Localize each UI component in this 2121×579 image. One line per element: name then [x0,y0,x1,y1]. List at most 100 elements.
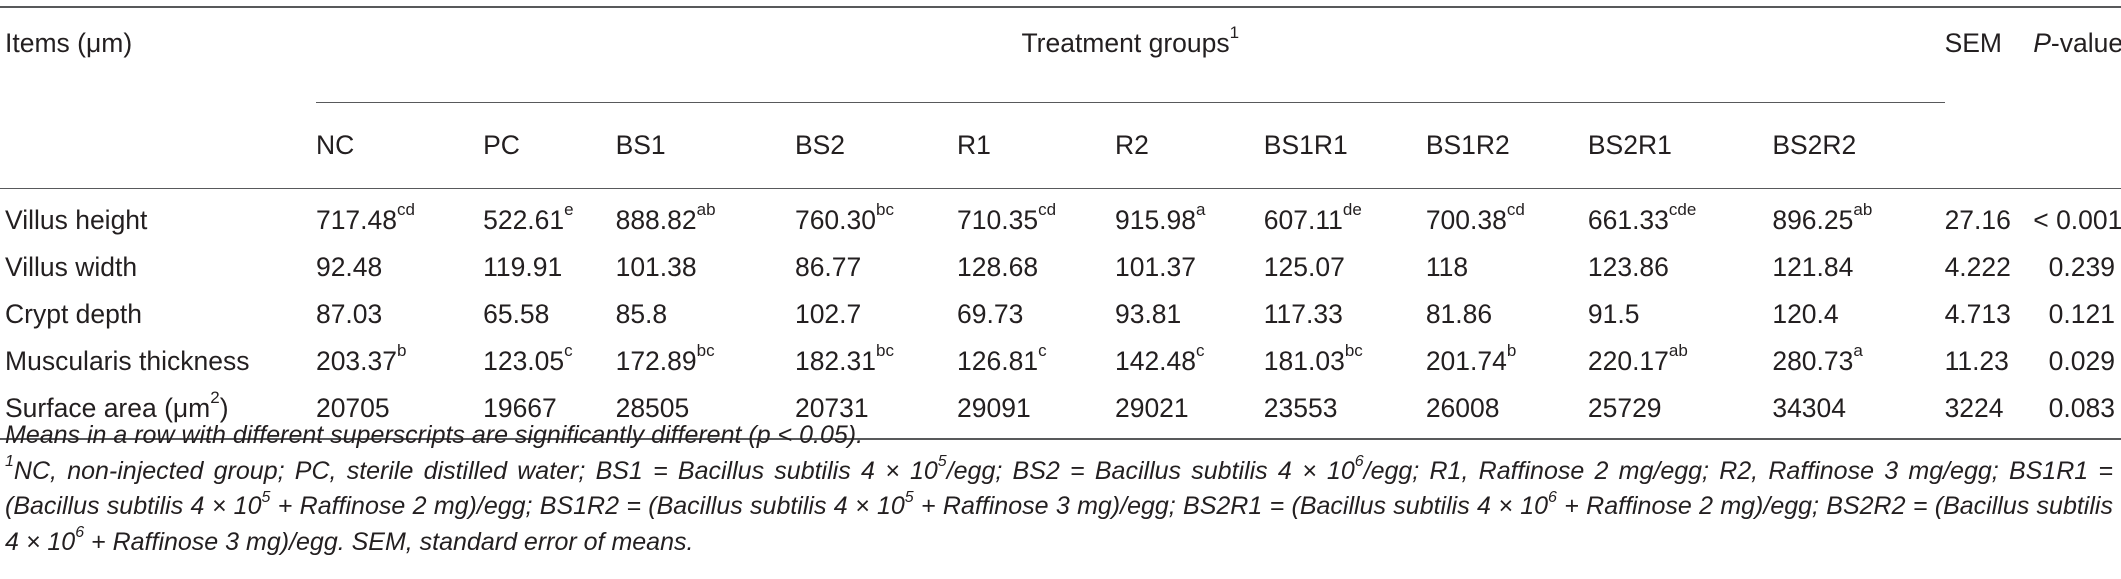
row-label: Villus width [0,244,316,291]
results-table: Items (μm) Treatment groups1 SEM P-value… [0,6,2121,440]
pvalue-cell: 0.239 [2048,252,2115,282]
table-cell: 128.68 [957,244,1115,291]
table-cell: 87.03 [316,291,483,338]
significance-letters: c [564,341,573,361]
table-cell: 20731 [794,385,957,440]
cell-value: 28505 [615,393,690,423]
significance-letters: a [1196,200,1206,220]
row-label-text: Crypt depth [5,299,142,329]
sem-cell: 11.23 [1944,346,2009,376]
cell-value: 522.61 [483,205,565,235]
cell-value: 117.33 [1263,299,1343,329]
table-cell: 81.86 [1426,291,1588,338]
table-cell: 125.07 [1264,244,1426,291]
table-cell: 888.82ab [615,188,795,244]
pvalue-header-spacer [2033,103,2121,189]
table-cell: 119.91 [483,244,615,291]
table-cell: 25729 [1587,385,1773,440]
table-row: Surface area (μm2) 20705 19667 28505 20731 29… [0,385,2121,440]
header-row-2: NC PC BS1 BS2 R1 R2 BS1R1 BS1R2 BS2R1 BS2R2 [0,103,2121,189]
table-cell: 34304 [1772,385,1945,440]
table-row: Muscularis thickness 203.37b 123.05c 172.89… [0,338,2121,385]
cell-value: 125.07 [1263,252,1345,282]
pvalue-cell: < 0.001 [2033,188,2121,244]
cell-value: 201.74 [1425,346,1507,376]
row-label-text: Surface area (μm [5,393,211,423]
footnote-text: + Raffinose 3 mg)/egg; BS2R1 = (Bacillus… [913,492,1548,520]
table-cell: 896.25ab [1772,188,1945,244]
footnote-exponent: 5 [904,488,914,506]
row-label: Crypt depth [0,291,316,338]
group-header-r1: R1 [957,130,991,160]
table-cell: 92.48 [316,244,483,291]
group-header-bs1r2: BS1R2 [1425,130,1510,160]
group-header-nc: NC [315,130,355,160]
row-label-text: Muscularis thickness [5,346,250,376]
cell-value: 20705 [315,393,390,423]
footnote-text: /egg; R1, Raffinose 2 mg/egg; R2, Raffin… [5,456,2114,521]
group-header-bs2r2: BS2R2 [1772,130,1857,160]
table-row: Villus width 92.48 119.91 101.38 86.77 128.68… [0,244,2121,291]
cell-value: 142.48 [1114,346,1197,376]
cell-value: 91.5 [1587,299,1640,329]
table-cell: 86.77 [795,244,957,291]
significance-letters: e [564,200,574,220]
table-cell: 102.7 [795,291,957,338]
table-cell: 85.8 [616,291,795,338]
group-header-r2: R2 [1114,130,1149,160]
header-row-1: Items (μm) Treatment groups1 SEM P-value [0,8,2121,103]
sem-cell: 4.713 [1944,299,2011,329]
footnote-text: /egg; BS2 = Bacillus subtilis 4 × 10 [946,456,1355,485]
table-cell: 220.17ab [1588,338,1772,385]
sem-cell: 27.16 [1944,188,2034,244]
cell-value: 23553 [1263,393,1338,423]
cell-value: 280.73 [1772,346,1854,376]
table-cell: 203.37b [316,338,483,385]
cell-value: 181.03 [1263,346,1345,376]
significance-letters: cd [1038,200,1057,220]
significance-letters: bc [1344,341,1363,361]
cell-value: 29091 [957,393,1031,423]
table-cell: 201.74b [1426,338,1588,385]
cell-value: 29021 [1114,393,1189,423]
table-cell: 142.48c [1115,338,1264,385]
table-cell: 26008 [1425,385,1588,440]
cell-value: 710.35 [957,205,1039,235]
significance-letters: cde [1668,200,1697,220]
pvalue-cell: 0.029 [2048,346,2115,376]
row-label: Surface area (μm2) [0,385,316,440]
table-cell: 20705 [315,385,484,440]
table-body: Villus height 717.48cd 522.61e 888.82ab 760.… [0,188,2121,440]
sem-cell: 3224 [1944,385,2034,440]
cell-value: 85.8 [615,299,668,329]
footnote-exponent: 6 [75,524,85,542]
significance-letters: b [397,341,407,361]
significance-note: Means in a row with different superscrip… [5,421,864,449]
footnote-text: + Raffinose 2 mg)/egg; BS2R2 = (Bacillus… [5,492,2113,556]
footnote-exponent: 6 [1548,488,1557,506]
group-header-pc: PC [483,130,520,160]
table-cell: 93.81 [1115,291,1264,338]
significance-letters: ab [1668,341,1688,361]
items-header: Items (μm) [0,8,316,103]
footnote-exponent: 6 [1354,453,1364,471]
significance-letters: bc [876,341,894,361]
sem-header: SEM [1945,8,2034,103]
cell-value: 20731 [794,393,869,423]
items-header-spacer [0,103,316,189]
cell-value: 888.82 [615,205,697,235]
abbreviations-footnote: 1NC, non-injected group; PC, sterile dis… [5,454,2113,561]
table-cell: 29091 [957,385,1115,440]
cell-value: 220.17 [1587,346,1669,376]
table-cell: 522.61e [483,188,616,244]
table-cell: 182.31bc [795,338,957,385]
table-cell: 123.05c [483,338,615,385]
significance-letters: ab [696,200,716,220]
cell-value: 121.84 [1772,252,1854,282]
table-cell: 280.73a [1772,338,1944,385]
table-cell: 123.86 [1588,244,1772,291]
cell-value: 896.25 [1772,205,1854,235]
cell-value: 700.38 [1425,205,1507,235]
table-cell: 29021 [1114,385,1264,440]
cell-value: 81.86 [1425,299,1493,329]
